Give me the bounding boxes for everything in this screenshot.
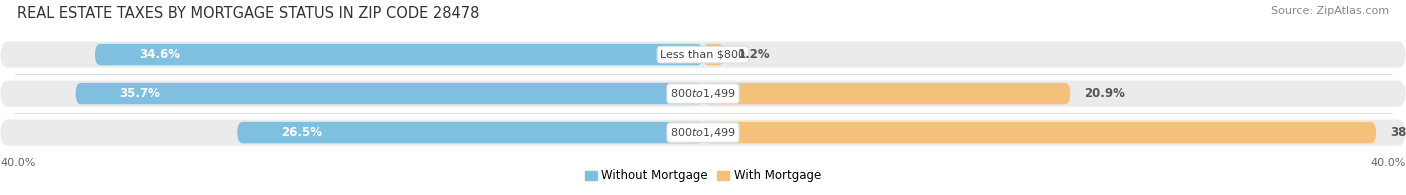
FancyBboxPatch shape (703, 44, 724, 65)
FancyBboxPatch shape (703, 122, 1376, 143)
Text: 26.5%: 26.5% (281, 126, 322, 139)
Text: Less than $800: Less than $800 (661, 50, 745, 60)
FancyBboxPatch shape (0, 120, 1406, 146)
Text: 38.3%: 38.3% (1391, 126, 1406, 139)
FancyBboxPatch shape (238, 122, 703, 143)
Text: 1.2%: 1.2% (738, 48, 770, 61)
Text: 20.9%: 20.9% (1084, 87, 1125, 100)
Text: 34.6%: 34.6% (139, 48, 180, 61)
Text: $800 to $1,499: $800 to $1,499 (671, 126, 735, 139)
FancyBboxPatch shape (0, 42, 1406, 68)
Text: 35.7%: 35.7% (120, 87, 160, 100)
FancyBboxPatch shape (703, 83, 1070, 104)
Text: 40.0%: 40.0% (0, 158, 35, 168)
FancyBboxPatch shape (76, 83, 703, 104)
Text: $800 to $1,499: $800 to $1,499 (671, 87, 735, 100)
Text: REAL ESTATE TAXES BY MORTGAGE STATUS IN ZIP CODE 28478: REAL ESTATE TAXES BY MORTGAGE STATUS IN … (17, 6, 479, 21)
Legend: Without Mortgage, With Mortgage: Without Mortgage, With Mortgage (581, 165, 825, 187)
FancyBboxPatch shape (94, 44, 703, 65)
Text: 40.0%: 40.0% (1371, 158, 1406, 168)
Text: Source: ZipAtlas.com: Source: ZipAtlas.com (1271, 6, 1389, 16)
FancyBboxPatch shape (0, 81, 1406, 107)
